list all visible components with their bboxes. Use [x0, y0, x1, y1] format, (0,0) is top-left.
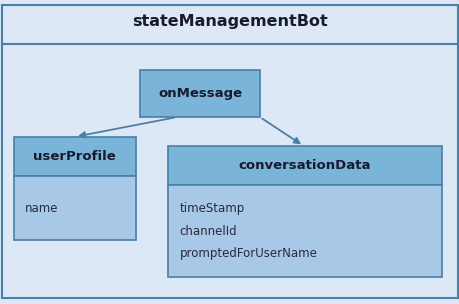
Bar: [14, 176, 135, 240]
Bar: [168, 146, 441, 185]
Text: conversationData: conversationData: [238, 159, 370, 172]
Text: userProfile: userProfile: [34, 150, 116, 163]
Bar: [140, 70, 259, 117]
Text: timeStamp: timeStamp: [179, 202, 244, 215]
Text: stateManagementBot: stateManagementBot: [132, 14, 327, 29]
Text: channelId: channelId: [179, 225, 236, 237]
Bar: [168, 185, 441, 277]
Text: name: name: [25, 202, 59, 215]
Bar: [14, 137, 135, 176]
Text: promptedForUserName: promptedForUserName: [179, 247, 317, 260]
Text: onMessage: onMessage: [158, 87, 241, 100]
